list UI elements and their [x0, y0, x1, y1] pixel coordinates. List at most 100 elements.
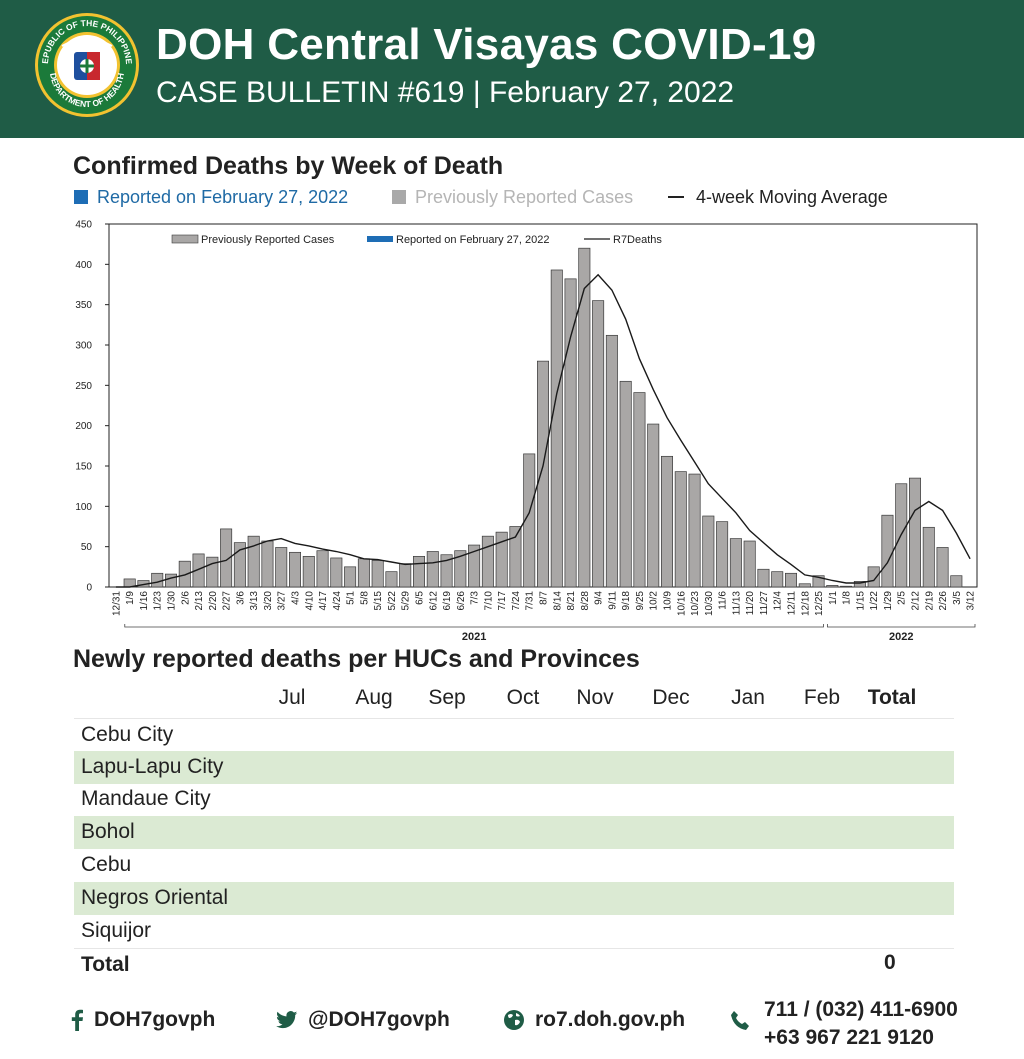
bar-previous [316, 550, 329, 588]
bar-previous [661, 455, 673, 588]
table-row: Siquijor [74, 915, 954, 948]
bar-previous [798, 583, 811, 588]
x-tick-label: 2/6 [180, 591, 191, 605]
inner-legend-label-r7deaths: R7Deaths [613, 234, 662, 246]
table-row: Negros Oriental [74, 882, 954, 915]
y-tick-label: 400 [75, 260, 92, 271]
bar-previous [743, 540, 756, 588]
x-tick-label: 8/14 [552, 591, 563, 611]
table-header-sep: Sep [428, 686, 466, 709]
bar-previous [922, 526, 935, 588]
x-tick-label: 9/25 [635, 591, 646, 611]
inner-legend-label-previous: Previously Reported Cases [201, 234, 335, 246]
phone-icon [731, 1011, 749, 1030]
table-title: Newly reported deaths per HUCs and Provi… [73, 645, 640, 673]
x-tick-label: 3/12 [966, 591, 977, 611]
bar-previous [330, 557, 343, 588]
bar-previous [702, 515, 715, 588]
table-total-label: Total [81, 953, 130, 976]
bar-previous [592, 300, 605, 588]
bar-previous [454, 550, 467, 588]
legend-label-moving-average: 4-week Moving Average [696, 186, 888, 207]
legend-label-reported: Reported on February 27, 2022 [97, 186, 349, 207]
bar-previous [289, 551, 301, 588]
bar-previous [785, 572, 797, 588]
facebook-icon [71, 1009, 83, 1031]
x-tick-label: 9/11 [607, 591, 618, 610]
x-tick-label: 9/18 [621, 591, 632, 611]
bar-previous [826, 585, 839, 588]
x-tick-label: 12/25 [814, 591, 825, 616]
table-total-divider [74, 948, 954, 949]
x-tick-label: 6/26 [456, 591, 467, 611]
x-tick-label: 3/27 [277, 591, 288, 611]
table-row-label: Bohol [81, 820, 135, 843]
bar-previous [151, 572, 164, 588]
bar-previous [578, 247, 591, 588]
phone-number-mobile: +63 967 221 9120 [764, 1026, 934, 1049]
table-header-dec: Dec [652, 686, 690, 709]
x-tick-label: 6/5 [415, 591, 426, 605]
phone-number-landline: 711 / (032) 411-6900 [764, 998, 958, 1021]
bar-previous [909, 477, 921, 588]
footer-twitter[interactable]: @DOH7govph [276, 1008, 450, 1032]
table-row-label: Negros Oriental [81, 886, 229, 909]
table-row-label: Lapu-Lapu City [81, 755, 224, 778]
website-url: ro7.doh.gov.ph [535, 1008, 686, 1031]
bar-previous [688, 473, 701, 588]
table-header-aug: Aug [355, 686, 393, 709]
bar-previous [674, 471, 687, 588]
bar-previous [481, 535, 494, 588]
bar-previous [302, 555, 315, 588]
x-tick-label: 7/17 [497, 591, 508, 611]
x-tick-label: 10/9 [663, 591, 674, 611]
bar-previous [867, 566, 880, 588]
x-tick-label: 1/30 [167, 591, 178, 611]
x-tick-label: 5/22 [387, 591, 398, 611]
legend-label-previous: Previously Reported Cases [415, 186, 634, 207]
year-group-label: 2022 [889, 631, 913, 643]
header-banner: REPUBLIC OF THE PHILIPPINES DEPARTMENT O… [0, 0, 1024, 138]
bar-previous [950, 575, 963, 588]
x-tick-label: 8/28 [580, 591, 591, 611]
bar-previous [633, 392, 646, 588]
footer-website[interactable]: ro7.doh.gov.ph [503, 1008, 685, 1032]
table-total-value: 0 [884, 951, 896, 974]
table-header-jan: Jan [731, 686, 765, 709]
bar-previous [537, 360, 549, 588]
x-tick-label: 3/6 [235, 591, 246, 605]
x-tick-label: 4/10 [304, 591, 315, 611]
x-tick-label: 11/20 [745, 591, 756, 616]
bar-previous [178, 560, 191, 588]
x-tick-label: 3/13 [249, 591, 260, 611]
bar-previous [647, 423, 660, 588]
x-tick-label: 5/8 [359, 591, 370, 605]
table-row: Bohol [74, 816, 954, 849]
bar-previous [840, 585, 853, 588]
x-tick-label: 2/12 [911, 591, 922, 611]
x-tick-label: 2/19 [924, 591, 935, 611]
x-tick-label: 10/16 [676, 591, 687, 616]
bar-previous [413, 555, 425, 588]
x-tick-label: 8/21 [566, 591, 577, 611]
line-r7deaths [115, 273, 971, 588]
y-tick-label: 450 [75, 220, 92, 231]
bar-previous [564, 278, 577, 588]
footer-facebook[interactable]: DOH7govph [70, 1008, 215, 1032]
bar-previous [729, 538, 742, 588]
legend-swatch-reported [74, 190, 88, 204]
bar-previous [619, 380, 632, 588]
x-tick-label: 1/29 [883, 591, 894, 611]
bulletin-title: DOH Central Visayas COVID-19 [156, 20, 817, 69]
x-tick-label: 4/3 [291, 591, 302, 605]
bar-previous [440, 554, 453, 588]
footer-phone[interactable]: 711 / (032) 411-6900 +63 967 221 9120 [764, 996, 958, 1052]
x-tick-label: 3/5 [952, 591, 963, 605]
bar-previous [165, 573, 177, 588]
globe-icon [504, 1010, 524, 1030]
bar-previous [344, 566, 357, 588]
x-tick-label: 10/23 [690, 591, 701, 616]
facebook-handle: DOH7govph [94, 1008, 216, 1031]
x-tick-label: 12/11 [787, 591, 798, 616]
